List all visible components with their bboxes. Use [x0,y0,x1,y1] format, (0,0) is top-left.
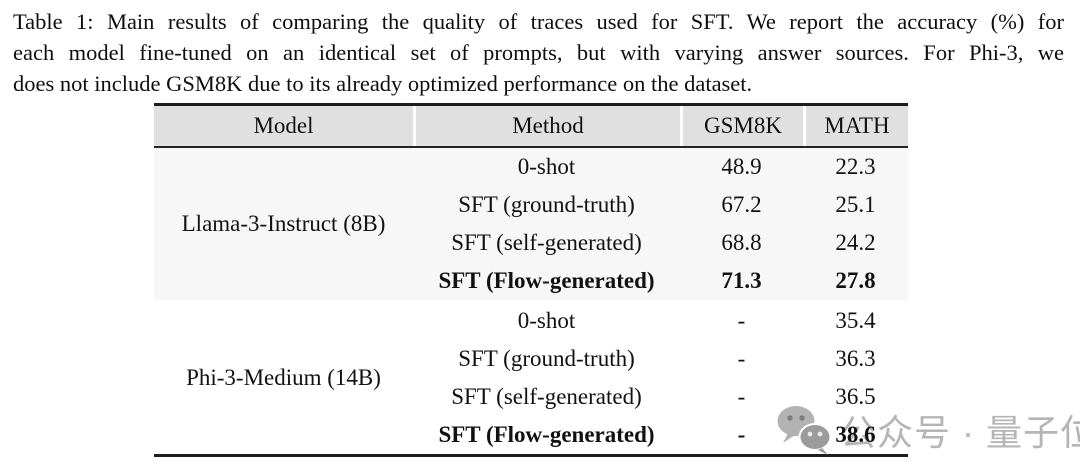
header-cell-method: Method [413,106,680,146]
method-cell: SFT (Flow-generated) [438,268,655,293]
gsm8k-cell: - [737,422,746,447]
table-group-phi: Phi-3-Medium (14B) 0-shot - 35.4 SFT (gr… [154,302,908,454]
method-cell: 0-shot [517,308,576,333]
math-cell: 38.6 [835,422,876,447]
table-header-rule [154,146,908,148]
table-header-row: Model Method GSM8K MATH [154,106,908,146]
math-cell: 24.2 [835,230,876,255]
gsm8k-cell: 67.2 [721,192,762,217]
method-cell: SFT (ground-truth) [458,346,635,371]
caption-line: each model fine-tuned on an identical se… [13,40,1064,65]
math-cell: 22.3 [835,154,876,179]
gsm8k-cell: - [737,384,746,409]
gsm8k-cell: 71.3 [721,268,762,293]
header-cell-gsm8k: GSM8K [680,106,803,146]
method-cell: SFT (ground-truth) [458,192,635,217]
caption-line: Table 1: Main results of comparing the q… [13,9,1064,34]
table-caption: Table 1: Main results of comparing the q… [13,6,1064,99]
gsm8k-cell: - [737,346,746,371]
gsm8k-cell: 68.8 [721,230,762,255]
table-group-llama: Llama-3-Instruct (8B) 0-shot 48.9 22.3 S… [154,148,908,300]
header-cell-math: MATH [803,106,908,146]
math-cell: 27.8 [835,268,876,293]
math-cell: 36.5 [835,384,876,409]
math-cell: 35.4 [835,308,876,333]
table-top-rule [154,103,908,106]
table-bottom-rule [154,454,908,457]
gsm8k-cell: - [737,308,746,333]
method-cell: SFT (self-generated) [451,230,642,255]
math-cell: 36.3 [835,346,876,371]
caption-line: does not include GSM8K due to its alread… [13,71,753,96]
model-cell: Phi-3-Medium (14B) [186,365,381,390]
gsm8k-cell: 48.9 [721,154,762,179]
math-cell: 25.1 [835,192,876,217]
results-table: Model Method GSM8K MATH Llama-3-Instruct… [154,103,908,457]
model-cell: Llama-3-Instruct (8B) [181,211,386,236]
header-cell-model: Model [154,106,413,146]
method-cell: SFT (Flow-generated) [438,422,655,447]
method-cell: 0-shot [517,154,576,179]
method-cell: SFT (self-generated) [451,384,642,409]
